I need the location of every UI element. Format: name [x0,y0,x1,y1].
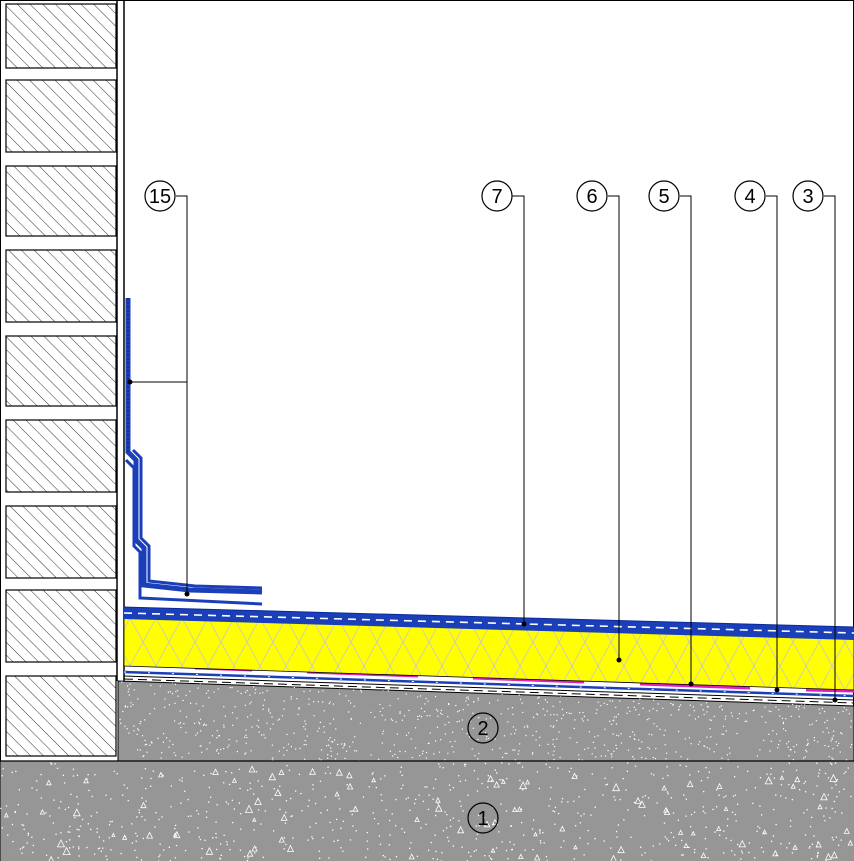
leader-dots [127,379,838,703]
callout-7-label: 7 [491,186,502,208]
callout-15: 15 [144,180,176,212]
callout-4-label: 4 [744,186,755,208]
brick [5,675,117,757]
brick [5,249,117,323]
concrete-slab [0,760,854,861]
callout-6: 6 [576,180,608,212]
callout-5: 5 [648,180,680,212]
brick [5,79,117,153]
callout-3: 3 [792,180,824,212]
brick [5,419,117,493]
insulation-layer [123,617,854,691]
callout-3-label: 3 [802,186,813,208]
callout-7: 7 [481,180,513,212]
callout-6-label: 6 [586,186,597,208]
brick [5,165,117,237]
brick [5,505,117,579]
waterproof-membrane [123,606,854,640]
leader-lines [130,195,836,700]
callout-2: 2 [467,712,499,744]
callout-1: 1 [467,802,499,834]
screed-layer [117,680,854,762]
callout-2-label: 2 [477,718,488,740]
callout-1-label: 1 [477,808,488,830]
brick [5,335,117,407]
brick [5,3,117,69]
brick-wall [5,0,125,757]
upstand-flashing [124,298,263,606]
callout-15-label: 15 [149,186,171,208]
callout-5-label: 5 [658,186,669,208]
vapour-barrier-layers [123,666,854,704]
brick [5,589,117,663]
callout-4: 4 [734,180,766,212]
